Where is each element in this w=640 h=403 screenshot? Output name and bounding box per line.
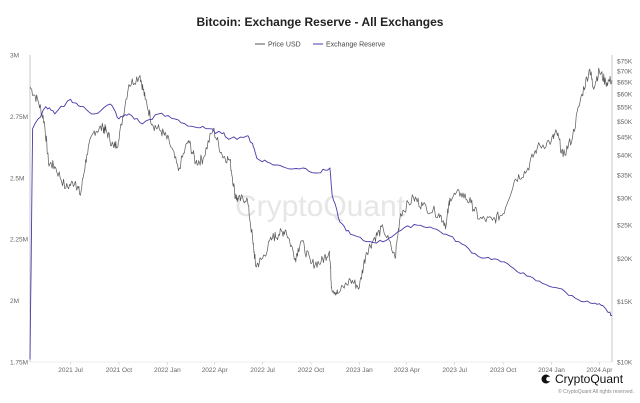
right-tick-label: $45K bbox=[617, 135, 633, 142]
left-tick-label: 2.5M bbox=[10, 175, 24, 182]
cryptoquant-logo-icon bbox=[541, 374, 551, 384]
right-tick-label: $55K bbox=[617, 105, 633, 112]
right-tick-label: $75K bbox=[617, 58, 633, 65]
left-axis-ticks: 1.75M 2M 2.25M 2.5M 2.75M 3M bbox=[10, 53, 28, 367]
left-tick-label: 3M bbox=[10, 53, 19, 60]
right-tick-label: $35K bbox=[617, 172, 633, 179]
right-tick-label: $40K bbox=[617, 152, 633, 159]
left-tick-label: 1.75M bbox=[10, 360, 28, 367]
x-tick-label: 2023 Apr bbox=[394, 367, 421, 374]
right-tick-label: $15K bbox=[617, 299, 633, 306]
right-tick-label: $65K bbox=[617, 80, 633, 87]
right-tick-label: $70K bbox=[617, 69, 633, 76]
series-line-price[interactable] bbox=[29, 67, 613, 296]
brand-footer: CryptoQuant © CryptoQuant All rights res… bbox=[541, 372, 634, 395]
x-tick-label: 2024 Jan bbox=[538, 367, 565, 374]
right-axis-ticks: $10K $15K $20K $25K $30K $35K $40K $45K $50K $55K… bbox=[617, 58, 633, 366]
watermark: CryptoQuant bbox=[235, 190, 406, 223]
right-tick-label: $50K bbox=[617, 119, 633, 126]
x-tick-label: 2021 Oct bbox=[106, 367, 133, 374]
legend-label-reserve[interactable]: Exchange Reserve bbox=[326, 42, 385, 49]
x-tick-label: 2021 Jul bbox=[58, 367, 83, 374]
x-tick-label: 2024 Apr bbox=[586, 367, 613, 374]
right-tick-label: $60K bbox=[617, 92, 633, 99]
right-tick-label: $20K bbox=[617, 256, 633, 263]
x-tick-label: 2022 Jul bbox=[250, 367, 275, 374]
x-tick-label: 2022 Jan bbox=[154, 367, 181, 374]
left-tick-label: 2M bbox=[10, 298, 19, 305]
x-tick-label: 2023 Jan bbox=[346, 367, 373, 374]
right-tick-label: $25K bbox=[617, 223, 633, 230]
brand-name: CryptoQuant bbox=[555, 372, 624, 386]
series-line-exchange-reserve[interactable] bbox=[29, 98, 613, 360]
left-tick-label: 2.75M bbox=[10, 114, 28, 121]
x-axis-ticks: 2021 Jul 2021 Oct 2022 Jan 2022 Apr 2022 Jul… bbox=[58, 362, 613, 374]
series-layer bbox=[29, 67, 613, 360]
right-tick-label: $10K bbox=[617, 360, 633, 367]
x-tick-label: 2023 Jul bbox=[442, 367, 467, 374]
right-tick-label: $30K bbox=[617, 195, 633, 202]
legend: Price USD Exchange Reserve bbox=[255, 42, 385, 49]
x-tick-label: 2022 Oct bbox=[298, 367, 325, 374]
legend-label-price[interactable]: Price USD bbox=[268, 42, 301, 49]
chart-title: Bitcoin: Exchange Reserve - All Exchange… bbox=[197, 15, 444, 29]
left-tick-label: 2.25M bbox=[10, 237, 28, 244]
x-tick-label: 2022 Apr bbox=[202, 367, 229, 374]
x-tick-label: 2023 Oct bbox=[490, 367, 517, 374]
copyright: © CryptoQuant All rights reserved. bbox=[558, 388, 634, 395]
